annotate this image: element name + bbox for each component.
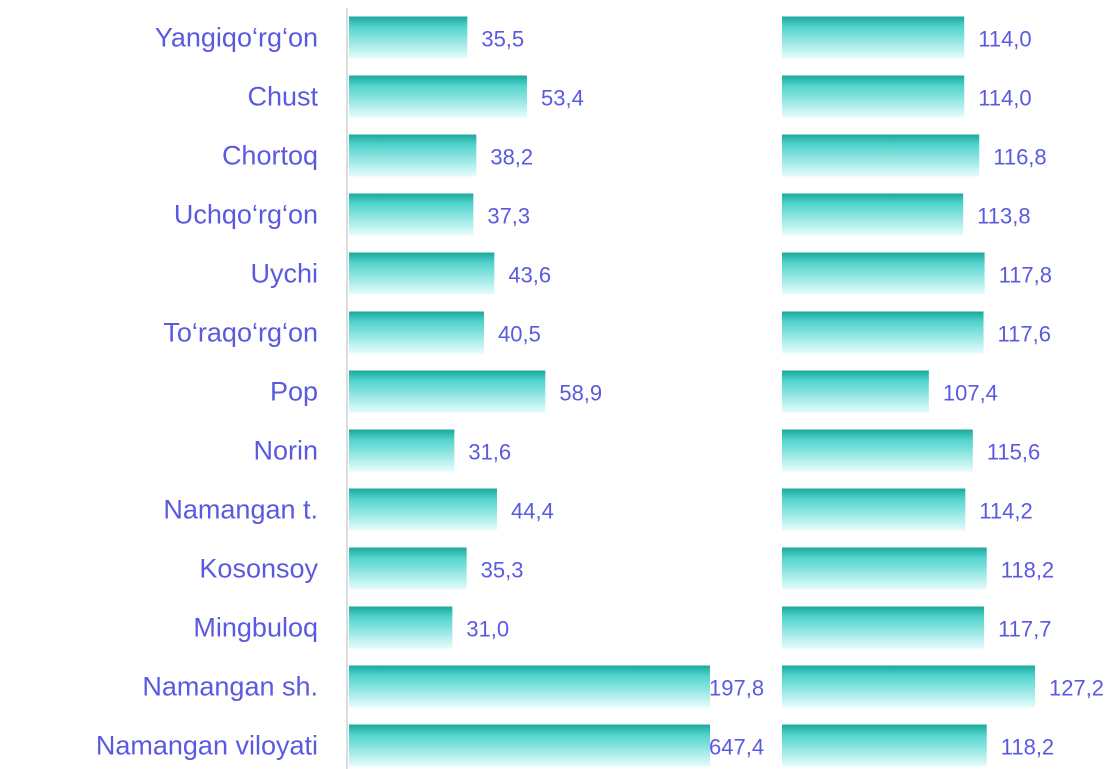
category-label: Chortoq [222,141,318,171]
bar [782,429,973,472]
value-label: 117,7 [998,616,1051,641]
value-label: 37,3 [487,203,530,228]
bar [782,193,964,236]
value-label: 31,0 [466,616,509,641]
value-label: 117,6 [998,321,1051,346]
category-label: Uchqo‘rg‘on [174,200,318,230]
bar [782,665,1035,708]
bar [349,547,467,590]
value-label: 38,2 [490,144,533,169]
value-label: 116,8 [993,144,1046,169]
bar [782,606,985,649]
category-label: Yangiqo‘rg‘on [155,23,318,53]
bar [349,429,455,472]
bar [349,488,497,531]
bar [782,16,965,59]
bar [782,724,987,767]
bar [349,134,477,177]
bar [782,488,966,531]
value-label: 114,2 [979,498,1032,523]
category-label: Mingbuloq [193,613,318,643]
value-label: 647,4 [709,734,764,759]
value-label: 118,2 [1001,557,1054,582]
value-label: 35,5 [481,26,524,51]
value-label: 197,8 [709,675,764,700]
bar [349,75,527,118]
value-label: 127,2 [1049,675,1104,700]
value-label: 44,4 [511,498,554,523]
value-label: 31,6 [468,439,511,464]
bar [782,311,984,354]
value-label: 107,4 [943,380,998,405]
bar [349,16,468,59]
bar [349,311,484,354]
bar [782,75,965,118]
value-label: 40,5 [498,321,541,346]
category-label: Namangan t. [163,495,318,525]
value-label: 35,3 [481,557,524,582]
category-label: Pop [270,377,318,407]
bar [782,134,980,177]
bar [782,547,987,590]
bar [349,606,453,649]
bar [782,252,985,295]
value-label: 115,6 [987,439,1040,464]
value-label: 118,2 [1001,734,1054,759]
value-label: 113,8 [977,203,1030,228]
category-label: Uychi [250,259,318,289]
category-label: Kosonsoy [199,554,318,584]
value-label: 53,4 [541,85,584,110]
value-label: 114,0 [978,85,1031,110]
value-label: 43,6 [508,262,551,287]
value-label: 114,0 [978,26,1031,51]
bar [349,665,710,708]
category-label: Namangan viloyati [96,731,318,761]
bar [349,370,546,413]
bar [349,193,474,236]
bar [349,724,710,767]
category-label: Chust [247,82,318,112]
bar [349,252,495,295]
category-label: To‘raqo‘rg‘on [163,318,318,348]
category-label: Namangan sh. [142,672,318,702]
category-label: Norin [253,436,318,466]
value-label: 117,8 [999,262,1052,287]
bar [782,370,929,413]
value-label: 58,9 [559,380,602,405]
